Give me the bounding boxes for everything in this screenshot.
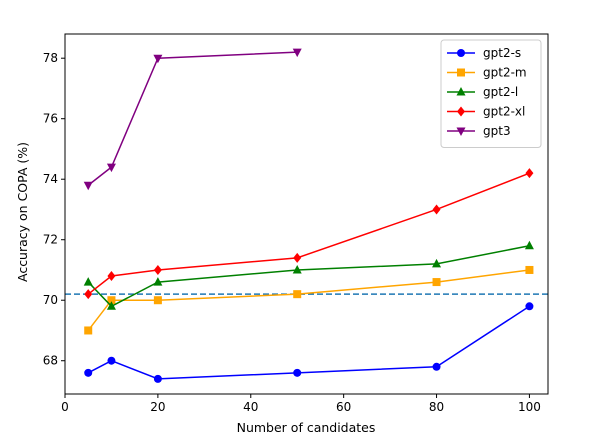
legend-item: gpt2-xl	[447, 105, 525, 119]
data-point	[525, 168, 534, 179]
y-tick-label: 70	[43, 293, 58, 307]
x-tick-label: 100	[518, 400, 541, 414]
legend-marker	[457, 68, 465, 77]
series-gpt2-xl	[84, 168, 534, 300]
legend-marker	[456, 87, 466, 96]
legend-label: gpt3	[483, 124, 511, 138]
data-point	[432, 258, 442, 268]
data-point	[293, 290, 302, 299]
series-line	[87, 172, 530, 295]
data-point	[83, 277, 93, 286]
x-tick-label: 80	[429, 400, 444, 414]
data-point	[293, 252, 302, 263]
data-point	[153, 264, 162, 275]
axis-ticks: 0 20 40 60 80 100 68 70 72 74 76 78	[43, 51, 541, 414]
x-tick-label: 40	[243, 400, 258, 414]
series-gpt2-s	[84, 302, 534, 383]
y-tick-label: 76	[43, 112, 58, 126]
data-point	[153, 296, 162, 305]
data-point	[83, 181, 93, 191]
y-tick-label: 74	[43, 172, 58, 186]
x-tick-label: 60	[336, 400, 351, 414]
data-point	[107, 271, 116, 282]
data-point	[432, 204, 441, 215]
legend-item: gpt2-s	[447, 46, 521, 60]
y-axis-label: Accuracy on COPA (%)	[15, 142, 30, 282]
data-point	[525, 265, 534, 274]
x-axis-label: Number of candidates	[237, 420, 376, 435]
series-line	[87, 269, 530, 331]
data-point	[432, 278, 441, 287]
plot-area	[65, 48, 548, 383]
data-point	[153, 374, 162, 383]
legend-label: gpt2-m	[483, 66, 527, 80]
legend-item: gpt2-m	[447, 66, 527, 80]
series-line	[87, 245, 530, 308]
y-tick-label: 72	[43, 233, 58, 247]
data-point	[107, 356, 116, 365]
legend-label: gpt2-xl	[483, 105, 525, 119]
legend-marker	[457, 106, 465, 117]
legend-item: gpt2-l	[447, 85, 518, 99]
y-tick-label: 68	[43, 354, 58, 368]
x-tick-label: 20	[150, 400, 165, 414]
legend-marker	[456, 127, 466, 136]
series-gpt2-m	[84, 265, 534, 335]
series-gpt2-l	[83, 240, 534, 310]
legend-label: gpt2-s	[483, 46, 521, 60]
data-point	[293, 368, 302, 377]
legend-box	[440, 39, 542, 148]
legend: gpt2-s gpt2-m gpt2-l gpt2-xl gpt3	[440, 39, 542, 148]
data-point	[432, 362, 441, 371]
series-line	[87, 51, 298, 186]
data-point	[84, 368, 93, 377]
data-point	[107, 296, 116, 305]
data-point	[524, 240, 534, 250]
legend-marker	[457, 49, 465, 57]
data-point	[292, 264, 302, 274]
data-point	[292, 48, 302, 58]
data-point	[106, 163, 116, 173]
data-point	[153, 54, 163, 64]
axes-frame	[64, 33, 549, 395]
y-tick-label: 78	[43, 51, 58, 65]
legend-label: gpt2-l	[483, 85, 518, 99]
data-point	[84, 289, 93, 300]
data-point	[153, 277, 163, 286]
data-point	[525, 302, 534, 311]
data-point	[106, 301, 116, 310]
data-point	[84, 326, 93, 335]
series-line	[87, 305, 530, 380]
legend-item: gpt3	[447, 124, 511, 138]
series-gpt3	[83, 48, 302, 191]
x-tick-label: 0	[61, 400, 69, 414]
